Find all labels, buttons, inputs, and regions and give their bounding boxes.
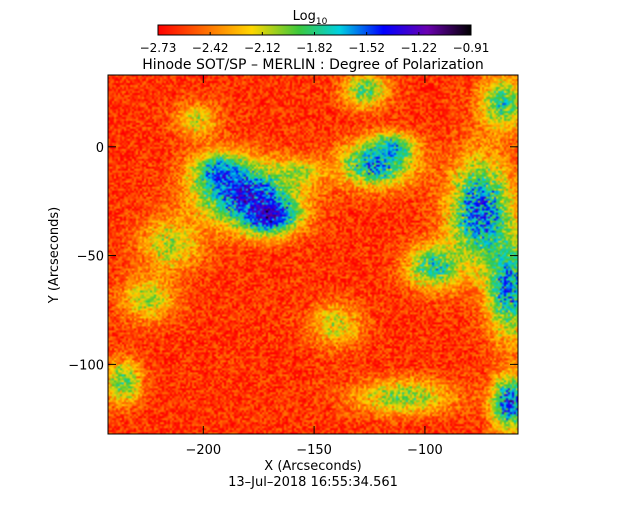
colorbar-tick-label: −0.91 xyxy=(453,41,490,55)
colorbar-tick-label: −1.52 xyxy=(348,41,385,55)
y-axis-label: Y (Arcseconds) xyxy=(47,207,62,304)
colorbar-title-subscript: 10 xyxy=(316,17,328,27)
y-axis-ticks: 0 −50 −100 xyxy=(68,141,518,373)
y-tick-label: −100 xyxy=(68,358,104,373)
plot-area: −200 −150 −100 0 −50 −100 xyxy=(68,74,519,458)
x-tick-label: −100 xyxy=(407,443,443,458)
heatmap-image xyxy=(108,75,518,434)
colorbar-title-base: Log xyxy=(293,9,316,24)
colorbar-tick-label: −2.42 xyxy=(192,41,229,55)
y-tick-label: 0 xyxy=(96,141,104,156)
colorbar-tick-label: −1.82 xyxy=(296,41,333,55)
chart-title: Hinode SOT/SP – MERLIN : Degree of Polar… xyxy=(142,57,484,73)
y-tick-label: −50 xyxy=(77,250,104,265)
colorbar-ticks: −2.73 −2.42 −2.12 −1.82 −1.52 −1.22 −0.91 xyxy=(140,32,490,55)
timestamp: 13–Jul–2018 16:55:34.561 xyxy=(228,475,398,490)
x-axis-label: X (Arcseconds) xyxy=(264,459,361,474)
colorbar-tick-label: −1.22 xyxy=(400,41,437,55)
colorbar-title: Log10 xyxy=(293,9,328,27)
colorbar-tick-label: −2.12 xyxy=(244,41,281,55)
plot-frame xyxy=(107,74,519,435)
colorbar: Log10 −2.73 −2.42 −2.12 −1.82 −1.52 −1.22 −0.9… xyxy=(140,9,490,55)
x-tick-label: −200 xyxy=(185,443,221,458)
x-tick-label: −150 xyxy=(296,443,332,458)
x-axis-ticks: −200 −150 −100 xyxy=(185,75,443,458)
colorbar-tick-label: −2.73 xyxy=(140,41,177,55)
